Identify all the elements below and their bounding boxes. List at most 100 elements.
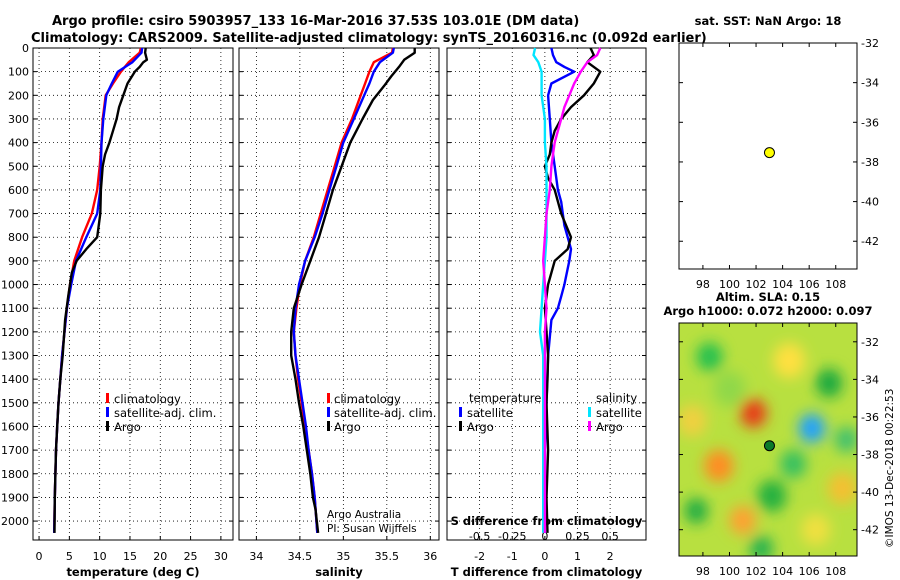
legend-swatch-temp-argo [459,421,462,431]
legend-swatch-climatology [327,393,330,403]
series-line-temperature-argo [543,47,602,533]
x-tick-label: 102 [746,278,767,291]
x-tick-label: 106 [799,565,820,578]
y-tick-label: 1800 [1,468,29,481]
title-line-2: Climatology: CARS2009. Satellite-adjuste… [31,31,707,46]
legend-heading-temperature: temperature [469,391,541,405]
x-tick-label: 36 [423,550,437,563]
x-tick-label: 30 [214,550,228,563]
y-tick-label: 0 [22,42,29,55]
y-tick-label: 300 [8,113,29,126]
y-tick-label: 1700 [1,444,29,457]
legend-label-temp-satellite: satellite [467,406,513,420]
secondary-tick-label: 0.25 [565,530,590,543]
heatmap-anomaly-cell [684,498,708,524]
x-axis-label: salinity [315,565,363,579]
x-tick-label: 98 [696,278,710,291]
legend-label-satellite-adj: satellite-adj. clim. [334,406,436,420]
y-tick-label: -38 [861,449,879,462]
temperature-legend: climatology satellite-adj. clim. Argo [106,392,216,434]
y-tick-label: 1100 [1,302,29,315]
heatmap-anomaly-cell [780,449,807,479]
x-tick-label: 104 [772,565,793,578]
heatmap-anomaly-cell [713,371,746,407]
x-tick-label: 5 [66,550,73,563]
y-tick-label: 1400 [1,373,29,386]
sst-map-panel: 98 100 102 104 106 108 -32 -34 -36 -38 -40 -42 sat. … [678,14,879,291]
x-tick-label: 0 [36,550,43,563]
legend-label-climatology: climatology [114,392,181,406]
map-title: sat. SST: NaN Argo: 18 [695,14,842,28]
y-tick-label: 1900 [1,491,29,504]
x-tick-label: 98 [696,565,710,578]
y-tick-label: 1200 [1,326,29,339]
legend-swatch-sal-satellite [588,407,591,417]
legend-label-climatology: climatology [334,392,401,406]
series-line-satellite-adj-clim- [292,47,395,533]
map-frame [678,322,858,557]
x-tick-label: 35.5 [375,550,400,563]
y-tick-label: 700 [8,208,29,221]
x-tick-label: 100 [719,565,740,578]
y-tick-label: 100 [8,66,29,79]
legend-swatch-climatology [106,393,109,403]
salinity-profile-panel: 34 34.5 35 35.5 36 salinity [238,47,440,579]
x-tick-label: 25 [184,550,198,563]
x-tick-label: 34 [249,550,263,563]
y-tick-label: -34 [861,77,879,90]
legend-swatch-sal-argo [588,421,591,431]
y-tick-label: 600 [8,184,29,197]
sla-map-panel: 98 100 102 104 106 108 -32 -34 -36 -38 -40 -42 Altim… [663,290,879,578]
title-line-1: Argo profile: csiro 5903957_133 16-Mar-2… [52,14,579,29]
secondary-tick-label: 0.5 [601,530,619,543]
x-tick-label: 2 [607,550,614,563]
y-tick-label: 1500 [1,397,29,410]
y-tick-label: -32 [861,336,879,349]
x-tick-label: 20 [153,550,167,563]
x-tick-label: 35 [336,550,350,563]
y-tick-label: -42 [861,235,879,248]
y-tick-label: 900 [8,255,29,268]
temperature-plot-frame [32,47,234,541]
argo-position-marker [763,440,775,452]
y-tick-label: 1000 [1,279,29,292]
map-title-line-2: Argo h1000: 0.072 h2000: 0.097 [663,304,872,318]
heatmap-anomaly-cell [679,404,707,437]
legend-label-satellite-adj: satellite-adj. clim. [114,406,216,420]
series-line-salinity-argo [542,47,602,533]
legend-swatch-temp-satellite [459,407,462,417]
salinity-legend: climatology satellite-adj. clim. Argo Ar… [327,392,436,535]
heatmap-anomaly-cell [729,505,756,535]
heatmap-anomaly-cell [827,472,857,505]
temperature-profile-panel: 0100200300400500600700800900100011001200… [1,42,234,579]
y-tick-label: 1600 [1,420,29,433]
heatmap-field [679,342,857,556]
salinity-plot-frame [238,47,440,541]
heatmap-anomaly-cell [801,513,831,546]
legend-swatch-satellite-adj [106,407,109,417]
y-tick-label: 1300 [1,350,29,363]
series-line-argo [53,47,149,533]
y-tick-label: -32 [861,37,879,50]
legend-swatch-argo [106,421,109,431]
y-tick-label: 400 [8,137,29,150]
x-tick-label: 100 [719,278,740,291]
x-tick-label: 34.5 [288,550,313,563]
x-tick-label: 106 [799,278,820,291]
annotation-argo-australia: Argo Australia [327,509,401,521]
x-tick-label: 1 [574,550,581,563]
heatmap-anomaly-cell [740,398,767,428]
y-tick-label: -36 [861,411,879,424]
x-tick-label: -1 [507,550,518,563]
x-axis-label: temperature (deg C) [66,565,199,579]
argo-position-marker [763,147,775,159]
heatmap-anomaly-cell [815,368,843,398]
legend-swatch-argo [327,421,330,431]
difference-profile-panel: -2 -1 0 1 2 T difference from climatology -0.5… [446,47,647,579]
secondary-tick-label: 0 [541,530,548,543]
heatmap-anomaly-cell [773,342,806,379]
y-tick-label: -36 [861,116,879,129]
x-tick-label: 0 [541,550,548,563]
x-tick-label: 10 [93,550,107,563]
